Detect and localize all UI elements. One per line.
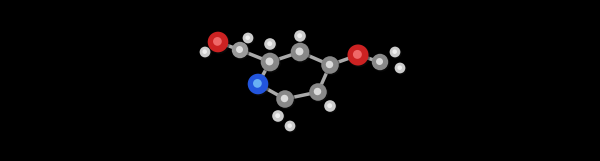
Point [244,38,254,40]
Point [354,55,364,57]
Point [285,125,295,127]
Point [214,42,224,44]
Point [266,44,276,46]
Point [295,34,304,37]
Point [296,36,306,38]
Point [295,35,305,37]
Point [326,65,336,67]
Point [375,60,385,63]
Point [253,82,262,85]
Point [313,91,323,93]
Point [236,50,246,52]
Point [395,66,404,69]
Point [395,67,405,69]
Point [325,104,334,107]
Point [390,50,400,53]
Point [200,51,210,53]
Point [273,114,283,117]
Point [396,68,406,70]
Point [313,90,322,93]
Point [314,92,324,94]
Point [353,54,363,56]
Point [243,36,253,39]
Point [235,49,245,51]
Point [201,52,211,54]
Point [280,97,289,100]
Point [375,61,385,63]
Point [266,62,276,64]
Point [286,126,296,128]
Point [254,84,264,86]
Point [212,40,222,43]
Point [285,124,295,127]
Point [265,43,275,45]
Point [213,41,223,43]
Point [265,61,275,63]
Point [265,42,274,45]
Point [325,63,334,66]
Point [296,52,306,54]
Point [295,50,304,53]
Point [376,62,386,64]
Point [325,64,335,66]
Point [200,50,209,53]
Point [243,37,253,39]
Point [326,106,336,108]
Point [390,51,400,53]
Point [280,98,290,100]
Point [295,51,305,53]
Point [235,48,244,51]
Point [353,53,362,56]
Point [391,52,401,54]
Point [281,99,291,101]
Point [253,83,263,85]
Point [265,60,274,63]
Point [274,116,284,118]
Point [325,105,335,107]
Point [273,115,283,117]
